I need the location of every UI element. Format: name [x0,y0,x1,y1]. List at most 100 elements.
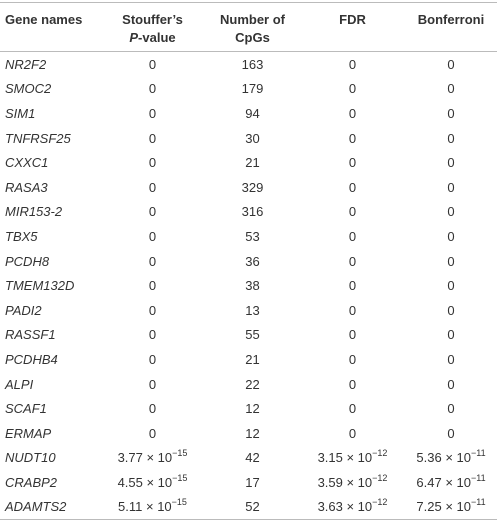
table-row: SIM1 0 94 0 0 [0,101,497,126]
table-cell: 30 [245,130,260,146]
table-cell: 0 [447,105,455,121]
table-cell: 0 [447,179,455,195]
cell-exponent: −12 [372,448,388,459]
table-cell: 329 [241,179,264,195]
table-row: ALPI 0 22 0 0 [0,372,497,397]
table-row: NUDT10 3.77 × 10−15 42 3.15 × 10−12 5.36 × 1… [0,446,497,471]
table-cell: 0 [148,425,157,441]
table-cell: 0 [447,155,455,171]
table-cell: 0 [447,228,455,244]
table-cell: 13 [245,302,260,318]
table-cell: 0 [148,401,157,417]
table-cell: RASSF1 [5,327,56,343]
table-cell: 0 [348,425,357,441]
table-cell: 21 [245,155,260,171]
cell-exponent: −11 [470,497,486,508]
table-cell: 38 [245,278,260,294]
table-cell: 0 [148,228,157,244]
table-cell: 0 [148,302,157,318]
cell-base: 3.59 × 10 [317,474,373,490]
header-text: P [129,30,139,45]
table-cell: 94 [245,105,260,121]
table-cell: 0 [447,401,455,417]
table-cell: 0 [348,130,357,146]
table-row: RASSF1 0 55 0 0 [0,323,497,348]
table-row: PCDHB4 0 21 0 0 [0,347,497,372]
table-cell: 52 [205,494,300,521]
cell-base: 3.15 × 10 [317,450,373,466]
table-cell: 0 [148,253,157,269]
table-cell: SIM1 [5,105,36,121]
table-cell: 55 [245,327,260,343]
table-cell: 0 [348,179,357,195]
table-cell: NUDT10 [5,450,56,466]
cell-exponent: −12 [372,497,388,508]
header-row: Gene names Stouffer’s P-value Number of Cp… [0,2,497,52]
table-cell: 3.59 × 10−12 [300,470,405,495]
table-cell: 0 [447,327,455,343]
table-cell: 0 [447,425,455,441]
table-cell: 0 [348,278,357,294]
table-cell: 0 [148,105,157,121]
table-cell: 0 [148,204,157,220]
table-body: NR2F2 0 163 0 0 SMOC2 0 179 0 0 SIM1 0 94 0 0 TNFRSF25 0… [0,52,497,521]
table-cell: 179 [241,81,264,97]
table-cell: 0 [348,376,357,392]
cell-exponent: −15 [172,448,188,459]
table-cell: 17 [245,474,260,490]
table-cell: 0 [348,401,357,417]
table-row: PADI2 0 13 0 0 [0,298,497,323]
table-cell: TBX5 [5,228,38,244]
cell-base: 4.55 × 10 [117,474,173,490]
table-row: ERMAP 0 12 0 0 [0,421,497,446]
cell-base: 6.47 × 10 [416,474,471,490]
table-cell: NR2F2 [5,56,47,72]
table-row: MIR153-2 0 316 0 0 [0,200,497,225]
table-cell: 316 [241,204,264,220]
table-cell: CRABP2 [5,474,58,490]
table-cell: 0 [348,253,357,269]
table-cell: 12 [245,401,260,417]
table-cell: PCDH8 [5,253,50,269]
table-cell: 0 [348,228,357,244]
table-row: RASA3 0 329 0 0 [0,175,497,200]
table-cell: ERMAP [5,425,52,441]
table-cell: 22 [245,376,260,392]
table-cell: 0 [148,351,157,367]
header-cell: FDR [300,2,405,52]
table-cell: 21 [245,351,260,367]
table-cell: 163 [241,56,264,72]
table-row: SCAF1 0 12 0 0 [0,396,497,421]
table-cell: PADI2 [5,302,42,318]
table-cell: 3.63 × 10−12 [300,494,405,521]
header-cell: Bonferroni [405,2,497,52]
table-row: CRABP2 4.55 × 10−15 17 3.59 × 10−12 6.47 × 1… [0,470,497,495]
header-cell: Stouffer’s P-value [100,2,205,52]
table-cell: 0 [148,179,157,195]
table-cell: TMEM132D [5,278,75,294]
table-cell: 0 [447,204,455,220]
header-text: Stouffer’s [122,12,183,27]
table-cell: CXXC1 [5,155,49,171]
header-cell: Number of CpGs [205,2,300,52]
table-cell: 0 [348,204,357,220]
header-text: CpGs [235,30,270,45]
table-row: CXXC1 0 21 0 0 [0,150,497,175]
header-cell: Gene names [0,2,100,52]
table-cell: SMOC2 [5,81,52,97]
table-row: TNFRSF25 0 30 0 0 [0,126,497,151]
table-cell: 5.11 × 10−15 [100,494,205,521]
table-cell: 0 [348,155,357,171]
table-cell: 36 [245,253,260,269]
table-cell: 12 [245,425,260,441]
table-row: ADAMTS2 5.11 × 10−15 52 3.63 × 10−12 7.25 × … [0,494,497,521]
table-cell: 0 [447,253,455,269]
table-cell: MIR153-2 [5,204,63,220]
table-cell: 0 [148,327,157,343]
cell-base: 5.36 × 10 [416,450,471,466]
table-cell: ALPI [5,376,34,392]
table-cell: 0 [348,56,357,72]
cell-exponent: −15 [171,497,187,508]
